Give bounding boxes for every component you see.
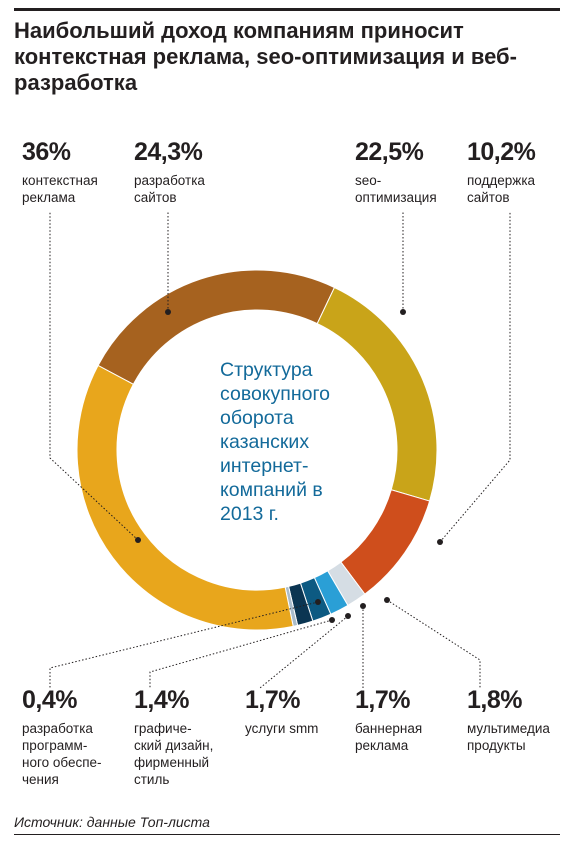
leader-line [259, 615, 349, 689]
center-text: Структура совокупного оборота казанских … [220, 359, 331, 525]
category-label: контекстная реклама [22, 173, 98, 205]
label-smm: 1,7% услуги smm [245, 686, 365, 737]
source-note: Источник: данные Топ-листа [14, 814, 210, 830]
label-banner-ads: 1,7% баннерная реклама [355, 686, 475, 754]
value-label: 24,3% [134, 138, 203, 166]
category-label: разработка сайтов [134, 173, 205, 205]
value-label: 1,4% [134, 686, 189, 714]
label-seo: 22,5% seo- оптимизация [355, 138, 475, 206]
label-multimedia: 1,8% мультимедиа продукты [467, 686, 575, 754]
category-label: мультимедиа продукты [467, 721, 550, 753]
leader-dot [360, 603, 366, 609]
value-label: 1,8% [467, 686, 522, 714]
label-site-development: 24,3% разработка сайтов [134, 138, 254, 206]
label-graphic-design: 1,4% графиче- ский дизайн, фирменный сти… [134, 686, 254, 788]
leader-dot [315, 599, 321, 605]
slice-contextual-ads [76, 364, 294, 631]
label-site-support: 10,2% поддержка сайтов [467, 138, 575, 206]
category-label: seo- оптимизация [355, 173, 437, 205]
label-software-development: 0,4% разработка программ- ного обеспе- ч… [22, 686, 142, 788]
value-label: 36% [22, 138, 71, 166]
value-label: 1,7% [355, 686, 410, 714]
bottom-rule [14, 834, 560, 835]
category-label: баннерная реклама [355, 721, 423, 753]
category-label: графиче- ский дизайн, фирменный стиль [134, 721, 214, 787]
top-rule [14, 8, 560, 11]
value-label: 0,4% [22, 686, 77, 714]
leader-dot [384, 597, 390, 603]
leader-line [49, 601, 319, 688]
leader-line [386, 599, 481, 688]
leader-dot [135, 537, 141, 543]
value-label: 1,7% [245, 686, 300, 714]
leader-line [49, 212, 139, 541]
category-label: услуги smm [245, 721, 319, 736]
category-label: поддержка сайтов [467, 173, 536, 205]
leader-dot [329, 617, 335, 623]
value-label: 10,2% [467, 138, 536, 166]
label-contextual-ads: 36% контекстная реклама [22, 138, 142, 206]
leader-dot [165, 309, 171, 315]
leader-dot [437, 539, 443, 545]
leader-line [439, 212, 511, 543]
leader-line [149, 619, 333, 688]
leader-dot [345, 613, 351, 619]
category-label: разработка программ- ного обеспе- чения [22, 721, 102, 787]
chart-title: Наибольший доход компаниям приносит конт… [14, 18, 517, 95]
leader-dot [400, 309, 406, 315]
value-label: 22,5% [355, 138, 424, 166]
